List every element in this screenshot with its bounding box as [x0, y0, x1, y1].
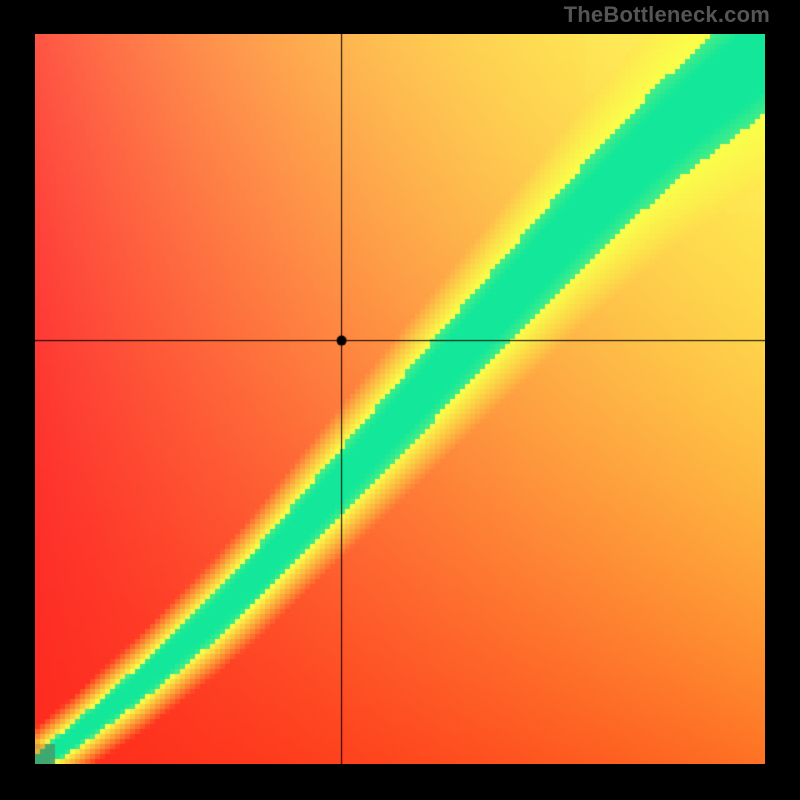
attribution-text: TheBottleneck.com	[564, 2, 770, 28]
bottleneck-heatmap	[35, 34, 765, 764]
heatmap-canvas	[35, 34, 765, 764]
